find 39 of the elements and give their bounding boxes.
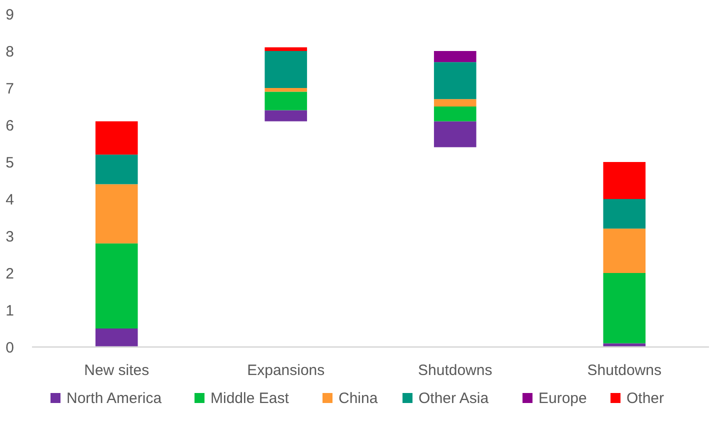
- bar: [434, 62, 476, 100]
- bar: [264, 47, 308, 51]
- bar: [95, 328, 138, 347]
- legend-label: North America: [66, 390, 162, 407]
- bar: [603, 162, 646, 199]
- y-tick-label: 0: [6, 339, 14, 356]
- bar: [603, 199, 646, 229]
- bar: [434, 99, 476, 106]
- legend-label: Other Asia: [418, 390, 490, 407]
- bar: [434, 121, 476, 148]
- x-tick-label: Shutdowns: [418, 362, 492, 379]
- x-tick-label: New sites: [84, 362, 150, 379]
- bar: [264, 88, 308, 92]
- legend-label: Other: [626, 390, 664, 407]
- y-tick-label: 3: [6, 228, 14, 246]
- bar: [434, 106, 476, 122]
- bar: [264, 92, 308, 110]
- bar: [603, 273, 646, 344]
- y-tick-label: 2: [6, 265, 14, 282]
- bar: [95, 243, 138, 328]
- x-tick-label: Shutdowns: [587, 362, 662, 379]
- bar: [95, 154, 138, 184]
- legend-label: China: [338, 390, 378, 407]
- bar: [603, 228, 646, 273]
- bar: [434, 51, 476, 62]
- bar: [264, 51, 308, 88]
- bar: [95, 121, 138, 155]
- bar: [264, 110, 308, 122]
- y-tick-label: 6: [6, 117, 14, 134]
- bar: [95, 184, 138, 244]
- y-tick-label: 8: [6, 43, 14, 60]
- y-tick-label: 5: [6, 154, 14, 172]
- y-tick-label: 1: [6, 302, 14, 320]
- x-tick-label: Expansions: [247, 362, 325, 379]
- y-tick-label: 9: [6, 6, 14, 24]
- legend-label: Europe: [538, 390, 587, 407]
- legend-label: Middle East: [210, 390, 290, 407]
- y-tick-label: 4: [6, 191, 14, 208]
- y-tick-label: 7: [6, 80, 14, 98]
